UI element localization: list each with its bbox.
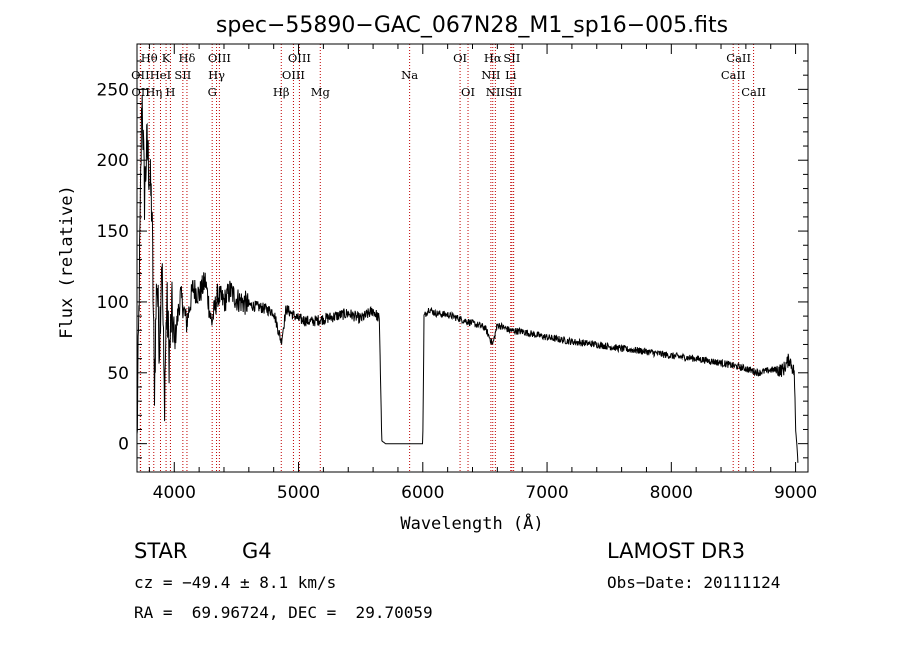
spectral-line-label: SII — [174, 68, 191, 82]
spectral-line-label: Li — [505, 68, 517, 82]
x-axis-ticks: 4000 5000 6000 7000 8000 9000 — [148, 44, 817, 503]
x-tick-label: 7000 — [525, 483, 568, 503]
spectral-line-label: G — [208, 85, 217, 99]
y-tick-label: 250 — [97, 80, 129, 100]
object-class: STAR — [134, 539, 188, 563]
y-tick-label: 0 — [118, 435, 129, 455]
x-tick-label: 4000 — [153, 483, 196, 503]
object-subclass: G4 — [242, 539, 272, 563]
spectral-line-label: HeI — [150, 68, 171, 82]
spectral-line-label: OI — [461, 85, 475, 99]
spectral-line-label: OII — [131, 85, 150, 99]
spectral-line-label: OIII — [282, 68, 305, 82]
spectral-line-label: Hθ — [141, 51, 158, 65]
spectral-line-label: H — [165, 85, 175, 99]
x-tick-label: 9000 — [774, 483, 817, 503]
spectral-line-label: Hη — [145, 85, 162, 99]
redshift-text: cz = −49.4 ± 8.1 km/s — [134, 573, 337, 592]
spectral-line-label: NII — [481, 68, 500, 82]
spectral-line-label: Hδ — [178, 51, 195, 65]
y-tick-label: 50 — [107, 364, 129, 384]
x-axis-label: Wavelength (Å) — [400, 512, 543, 534]
plot-frame — [136, 43, 809, 473]
y-axis-label: Flux (relative) — [57, 185, 77, 339]
y-tick-label: 150 — [97, 222, 129, 242]
spectral-line-label: CaII — [721, 68, 746, 82]
spectral-line-label: SII — [505, 85, 522, 99]
spectral-line-label: OI — [453, 51, 467, 65]
y-tick-label: 200 — [97, 151, 129, 171]
y-tick-label: 100 — [97, 293, 129, 313]
spectral-line-label: Na — [401, 68, 418, 82]
y-axis-ticks: 0 50 100 150 200 250 — [97, 60, 808, 459]
spectral-line-label: Mg — [311, 85, 331, 99]
survey-name: LAMOST DR3 — [607, 539, 746, 563]
coordinates: RA = 69.96724, DEC = 29.70059 — [134, 603, 433, 622]
spectral-line-label: Hβ — [273, 85, 290, 99]
spectral-line-label: CaII — [726, 51, 751, 65]
x-tick-label: 5000 — [277, 483, 320, 503]
obs-date: Obs−Date: 20111124 — [607, 573, 781, 592]
spectral-line-label: K — [162, 51, 171, 65]
spectral-line-label: OIII — [288, 51, 311, 65]
spectral-line-label: SII — [503, 51, 520, 65]
spectral-line-label: OIII — [208, 51, 231, 65]
chart-title: spec−55890−GAC_067N28_M1_sp16−005.fits — [216, 13, 728, 38]
spectral-line-markers — [139, 44, 755, 472]
x-tick-label: 8000 — [650, 483, 693, 503]
x-tick-label: 6000 — [401, 483, 444, 503]
spectrum-line — [136, 94, 799, 463]
spectral-line-label: Hγ — [208, 68, 225, 82]
spectral-line-label: CaII — [741, 85, 766, 99]
spectral-line-label: Hα — [484, 51, 502, 65]
spectral-line-label: NII — [486, 85, 505, 99]
